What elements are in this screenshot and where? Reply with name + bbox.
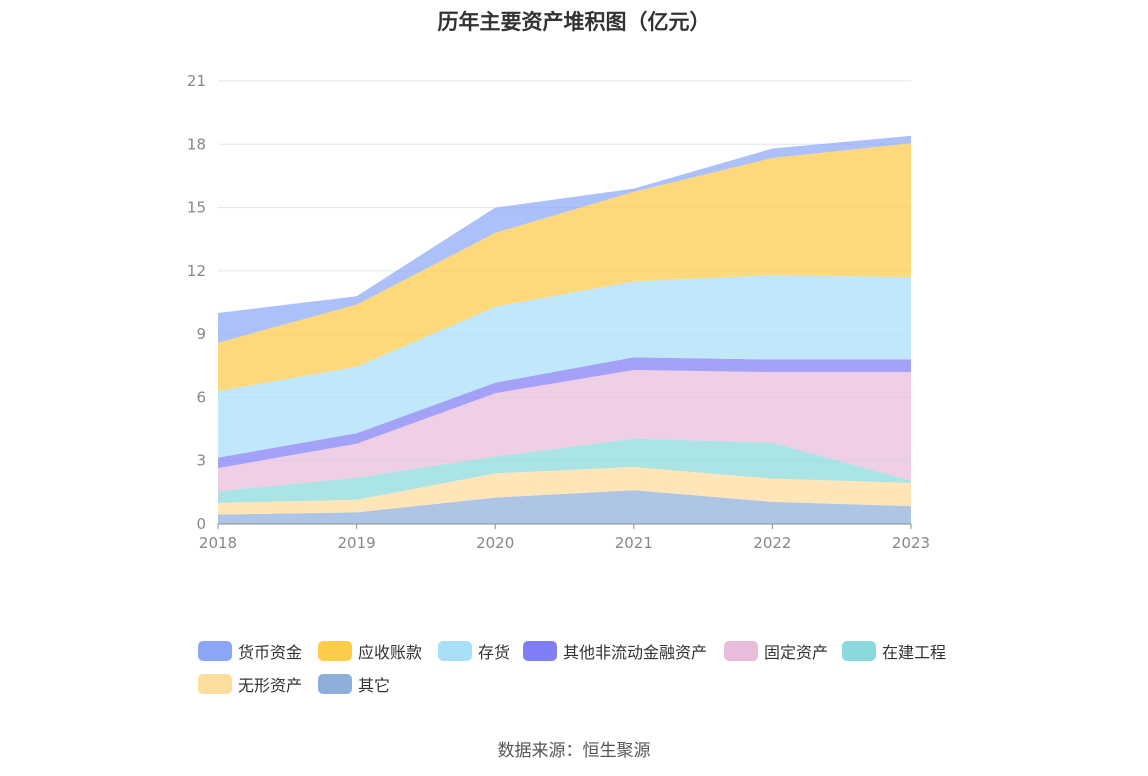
legend-swatch (724, 641, 758, 661)
legend-swatch (842, 641, 876, 661)
area-在建工程 (218, 438, 911, 503)
legend-swatch (523, 641, 557, 661)
legend-item-other[interactable]: 其它 (318, 669, 390, 699)
x-tick-label: 2021 (615, 534, 653, 552)
legend-swatch (318, 674, 352, 694)
area-应收账款 (218, 143, 911, 392)
y-tick-label: 6 (196, 388, 206, 406)
legend-swatch (318, 641, 352, 661)
legend-label: 货币资金 (238, 643, 303, 662)
legend-label: 存货 (478, 643, 511, 662)
area-存货 (218, 275, 911, 458)
legend-label: 在建工程 (882, 643, 947, 662)
x-axis: 2018 2019 2020 2021 2022 2023 (199, 523, 930, 552)
legend-label: 其它 (358, 676, 391, 695)
y-tick-label: 15 (187, 199, 206, 217)
y-tick-label: 0 (196, 515, 206, 533)
x-tick-label: 2018 (199, 534, 237, 552)
legend-swatch (198, 674, 232, 694)
area-series (218, 135, 911, 524)
legend-swatch (198, 641, 232, 661)
legend-label: 固定资产 (764, 643, 829, 662)
area-其他非流动金融资产 (218, 357, 911, 469)
legend-label: 其他非流动金融资产 (563, 643, 708, 662)
y-tick-label: 21 (187, 72, 206, 90)
x-tick-label: 2022 (753, 534, 791, 552)
stacked-area-chart: 0 3 6 9 12 15 18 21 2018 2019 2020 2021 2022 2023 (187, 72, 930, 552)
y-tick-label: 3 (196, 452, 206, 470)
area-无形资产 (218, 467, 911, 515)
legend-item-fixed-assets[interactable]: 固定资产 (724, 636, 828, 666)
x-tick-label: 2020 (476, 534, 514, 552)
data-source: 数据来源：恒生聚源 (497, 741, 651, 761)
y-axis: 0 3 6 9 12 15 18 21 (187, 72, 206, 533)
y-tick-label: 9 (196, 325, 206, 343)
x-tick-label: 2023 (892, 534, 930, 552)
legend-swatch (438, 641, 472, 661)
legend-item-construction[interactable]: 在建工程 (842, 636, 946, 666)
legend-item-other-noncurrent-financial[interactable]: 其他非流动金融资产 (523, 636, 707, 666)
legend-item-intangible[interactable]: 无形资产 (198, 669, 302, 699)
area-货币资金 (218, 135, 911, 343)
legend-item-cash[interactable]: 货币资金 (198, 636, 302, 666)
x-tick-label: 2019 (338, 534, 376, 552)
area-固定资产 (218, 370, 911, 492)
legend-item-inventory[interactable]: 存货 (438, 636, 510, 666)
y-tick-label: 18 (187, 135, 206, 153)
legend-label: 应收账款 (358, 643, 423, 662)
y-tick-label: 12 (187, 262, 206, 280)
legend-item-receivables[interactable]: 应收账款 (318, 636, 422, 666)
chart-title: 历年主要资产堆积图（亿元） (437, 10, 711, 34)
area-其它 (218, 490, 911, 524)
legend-label: 无形资产 (238, 676, 303, 695)
